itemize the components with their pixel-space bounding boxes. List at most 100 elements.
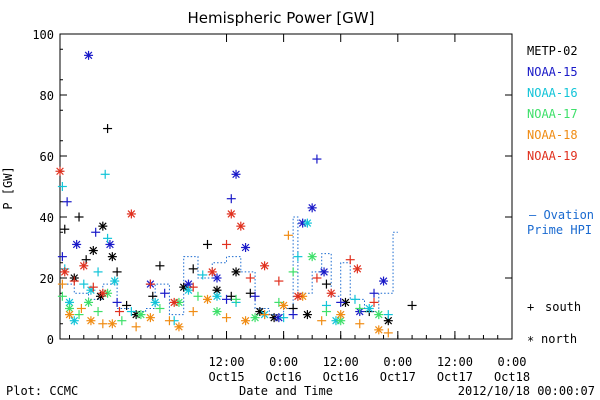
plot-frame (59, 33, 513, 340)
data-point (207, 267, 217, 277)
data-point (57, 291, 67, 301)
data-point (55, 166, 65, 176)
data-point (319, 267, 329, 277)
data-point (57, 279, 67, 289)
data-point (302, 310, 312, 320)
data-point (274, 276, 284, 286)
x-tick-date: Oct16 (266, 370, 302, 384)
data-point (340, 297, 350, 307)
data-point (212, 307, 222, 317)
data-point (226, 291, 236, 301)
data-point (84, 50, 94, 60)
data-point (74, 310, 84, 320)
north-legend-label: north (541, 332, 577, 346)
data-point (355, 304, 365, 313)
data-point (117, 316, 127, 326)
data-point (407, 300, 417, 310)
data-point (188, 264, 198, 274)
legend-entry: NOAA-15 (527, 65, 578, 79)
data-point (241, 243, 251, 252)
data-point (260, 261, 270, 271)
y-tick-label: 60 (40, 150, 54, 164)
data-point (307, 252, 317, 262)
data-point (288, 310, 298, 320)
data-point (79, 261, 89, 271)
data-point (98, 221, 108, 231)
data-point (260, 310, 270, 320)
x-tick-time: 12:00 (208, 355, 244, 369)
data-point (212, 291, 222, 301)
data-point (179, 282, 189, 292)
legend-entry: NOAA-19 (527, 149, 578, 163)
data-point (110, 276, 120, 286)
data-point (103, 233, 113, 243)
data-point (126, 307, 136, 317)
y-axis: 0 20 40 60 80 100 (32, 28, 512, 347)
data-point (317, 316, 327, 326)
ovation-legend-label-2: Prime HPI (527, 223, 592, 237)
south-marker-glyph: + (527, 300, 534, 314)
data-point (241, 316, 251, 326)
data-point (188, 282, 198, 292)
data-point (93, 267, 103, 277)
data-point (374, 310, 384, 320)
data-point (183, 285, 193, 295)
data-point (222, 313, 232, 323)
data-point (91, 227, 101, 237)
ovation-legend-label: — Ovation (529, 208, 594, 222)
data-point (69, 276, 79, 286)
data-point (302, 218, 312, 228)
data-point (88, 282, 98, 292)
data-point (321, 307, 331, 317)
south-legend-label: south (545, 300, 581, 314)
data-point (76, 304, 86, 313)
data-point (126, 209, 136, 219)
x-tick-date: Oct17 (380, 370, 416, 384)
y-tick-label: 0 (47, 333, 54, 347)
data-point (321, 279, 331, 289)
data-point (202, 239, 212, 249)
data-point (60, 267, 70, 277)
data-point (288, 267, 298, 277)
data-point (231, 169, 241, 179)
data-point (150, 297, 160, 307)
ovation-hpi-line (60, 216, 398, 316)
data-point (112, 297, 122, 307)
data-point (62, 197, 72, 207)
data-point (112, 267, 122, 277)
data-point (86, 316, 96, 326)
legend-entry: NOAA-16 (527, 86, 578, 100)
data-point (198, 270, 208, 280)
x-tick-date: Oct16 (323, 370, 359, 384)
data-point (72, 239, 82, 249)
data-point (245, 288, 255, 298)
data-point (369, 288, 379, 298)
x-tick-time: 12:00 (437, 355, 473, 369)
data-point (345, 255, 355, 265)
data-point (364, 304, 374, 313)
footer-plot-credit: Plot: CCMC (6, 384, 78, 398)
data-point (164, 316, 174, 326)
data-point (114, 307, 124, 317)
legend-entry: METP-02 (527, 44, 578, 58)
x-tick-time: 0:00 (269, 355, 298, 369)
data-point (231, 294, 241, 304)
data-point (60, 224, 70, 234)
data-point (279, 300, 289, 310)
data-point (145, 279, 155, 289)
data-point (245, 273, 255, 283)
data-point (155, 304, 165, 313)
north-marker-glyph: * (527, 334, 534, 348)
data-point (107, 252, 117, 262)
ovation-hpi-step-line (60, 216, 398, 316)
data-point (160, 288, 170, 298)
y-axis-label: P [GW] (1, 166, 15, 209)
data-point (107, 319, 117, 329)
data-point (250, 313, 260, 323)
data-point (312, 273, 322, 283)
data-point (57, 182, 67, 191)
data-point (105, 239, 115, 249)
footer-timestamp: 2012/10/18 00:00:07 (458, 384, 595, 398)
data-point (283, 230, 293, 240)
x-tick-time: 0:00 (383, 355, 412, 369)
